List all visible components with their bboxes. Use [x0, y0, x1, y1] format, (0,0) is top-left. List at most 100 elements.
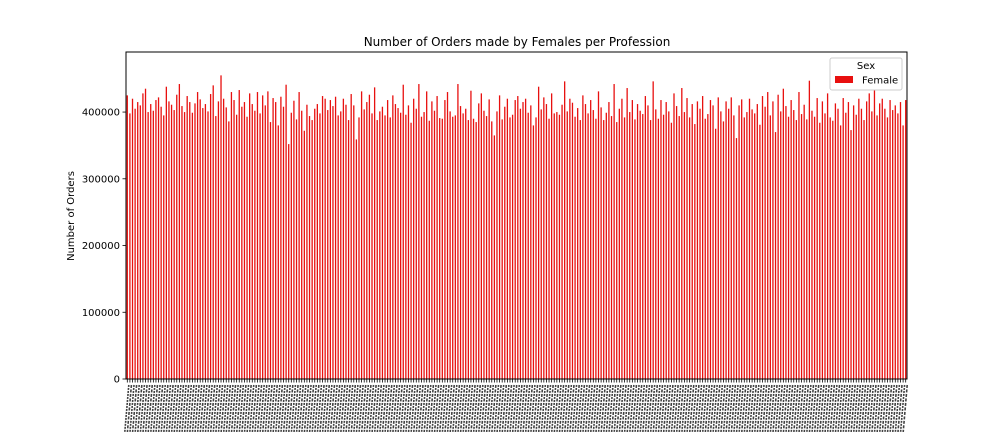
x-tick-label — [298, 384, 305, 432]
x-tick-label — [324, 384, 331, 432]
bar — [839, 125, 842, 379]
x-tick-label — [522, 384, 528, 432]
x-tick-label — [306, 384, 312, 432]
bar — [863, 120, 865, 379]
bar — [183, 112, 186, 379]
bar — [420, 116, 423, 379]
x-tick-label — [543, 384, 549, 432]
x-tick-label — [660, 384, 666, 432]
bar — [623, 117, 626, 380]
x-tick-label — [652, 384, 659, 432]
x-tick-label — [707, 384, 713, 432]
x-tick-label — [540, 384, 547, 432]
bar — [517, 96, 519, 379]
bar — [553, 113, 555, 380]
x-tick-label — [178, 384, 185, 432]
bar — [535, 117, 537, 380]
x-tick-label — [829, 384, 836, 432]
bar — [858, 98, 860, 380]
x-tick-label — [748, 384, 755, 432]
bar — [280, 96, 282, 380]
x-tick-label — [332, 384, 338, 432]
bar — [759, 124, 761, 380]
x-tick-label — [623, 384, 630, 432]
x-tick-label — [517, 384, 523, 432]
x-tick-label — [207, 384, 213, 432]
x-tick-label — [277, 384, 284, 432]
bar — [415, 108, 417, 379]
x-tick-label — [485, 384, 492, 432]
x-tick-label — [616, 384, 622, 432]
x-tick-label — [665, 384, 672, 432]
x-tick-label — [725, 384, 731, 432]
bar — [389, 117, 391, 380]
x-tick-label — [496, 384, 502, 432]
x-tick-label — [639, 384, 646, 432]
x-tick-label — [222, 384, 229, 432]
x-tick-label — [295, 384, 302, 432]
x-tick-label — [845, 384, 851, 432]
x-tick-label — [472, 384, 479, 432]
bar — [519, 108, 522, 379]
x-tick-label — [860, 384, 867, 432]
x-tick-label — [196, 384, 203, 432]
x-tick-label — [709, 384, 716, 432]
x-tick-label — [863, 384, 869, 432]
x-tick-label — [537, 384, 544, 432]
bar — [264, 105, 266, 379]
x-tick-label — [402, 384, 409, 432]
bar — [402, 84, 404, 379]
y-tick-label: 400000 — [82, 108, 120, 119]
bar — [821, 101, 824, 379]
x-tick-label — [733, 384, 739, 432]
x-tick-label — [712, 384, 718, 432]
bar — [314, 108, 316, 379]
bar — [269, 122, 272, 379]
bar — [363, 109, 365, 379]
bar — [147, 112, 149, 379]
legend-label-female: Female — [862, 76, 898, 87]
bar — [597, 91, 600, 380]
x-tick-label — [642, 384, 648, 432]
bar — [514, 100, 516, 380]
bar — [376, 120, 378, 379]
x-tick-label — [410, 384, 416, 432]
bar — [691, 104, 693, 380]
legend: Sex Female — [829, 57, 903, 91]
bar — [285, 84, 287, 379]
bar — [540, 109, 542, 379]
x-tick-label — [878, 384, 885, 432]
bar — [173, 110, 175, 379]
bar — [613, 84, 615, 379]
bar — [137, 102, 139, 380]
bar — [366, 102, 368, 380]
x-tick-label — [412, 384, 419, 432]
x-tick-label — [649, 384, 656, 432]
x-tick-label — [714, 384, 721, 432]
x-tick-label — [519, 384, 526, 432]
x-tick-label — [340, 384, 346, 432]
x-tick-label — [688, 384, 695, 432]
bar — [709, 100, 712, 380]
bar — [277, 125, 279, 379]
x-tick-label — [225, 384, 232, 432]
x-tick-label — [420, 384, 427, 432]
bar — [340, 111, 342, 379]
bar — [793, 110, 795, 379]
bar — [634, 119, 636, 380]
bar — [548, 118, 550, 379]
x-tick-label — [504, 384, 510, 432]
bar — [189, 102, 191, 380]
bar — [194, 103, 196, 379]
x-tick-label — [584, 384, 591, 432]
bar — [418, 84, 420, 379]
bar — [298, 92, 300, 379]
x-tick-label — [275, 384, 281, 432]
bar — [332, 106, 334, 379]
x-tick-label — [155, 384, 161, 432]
x-tick-label — [293, 384, 299, 432]
bar — [842, 98, 844, 380]
bar — [251, 104, 253, 380]
x-tick-label — [360, 384, 367, 432]
bar — [668, 111, 670, 379]
